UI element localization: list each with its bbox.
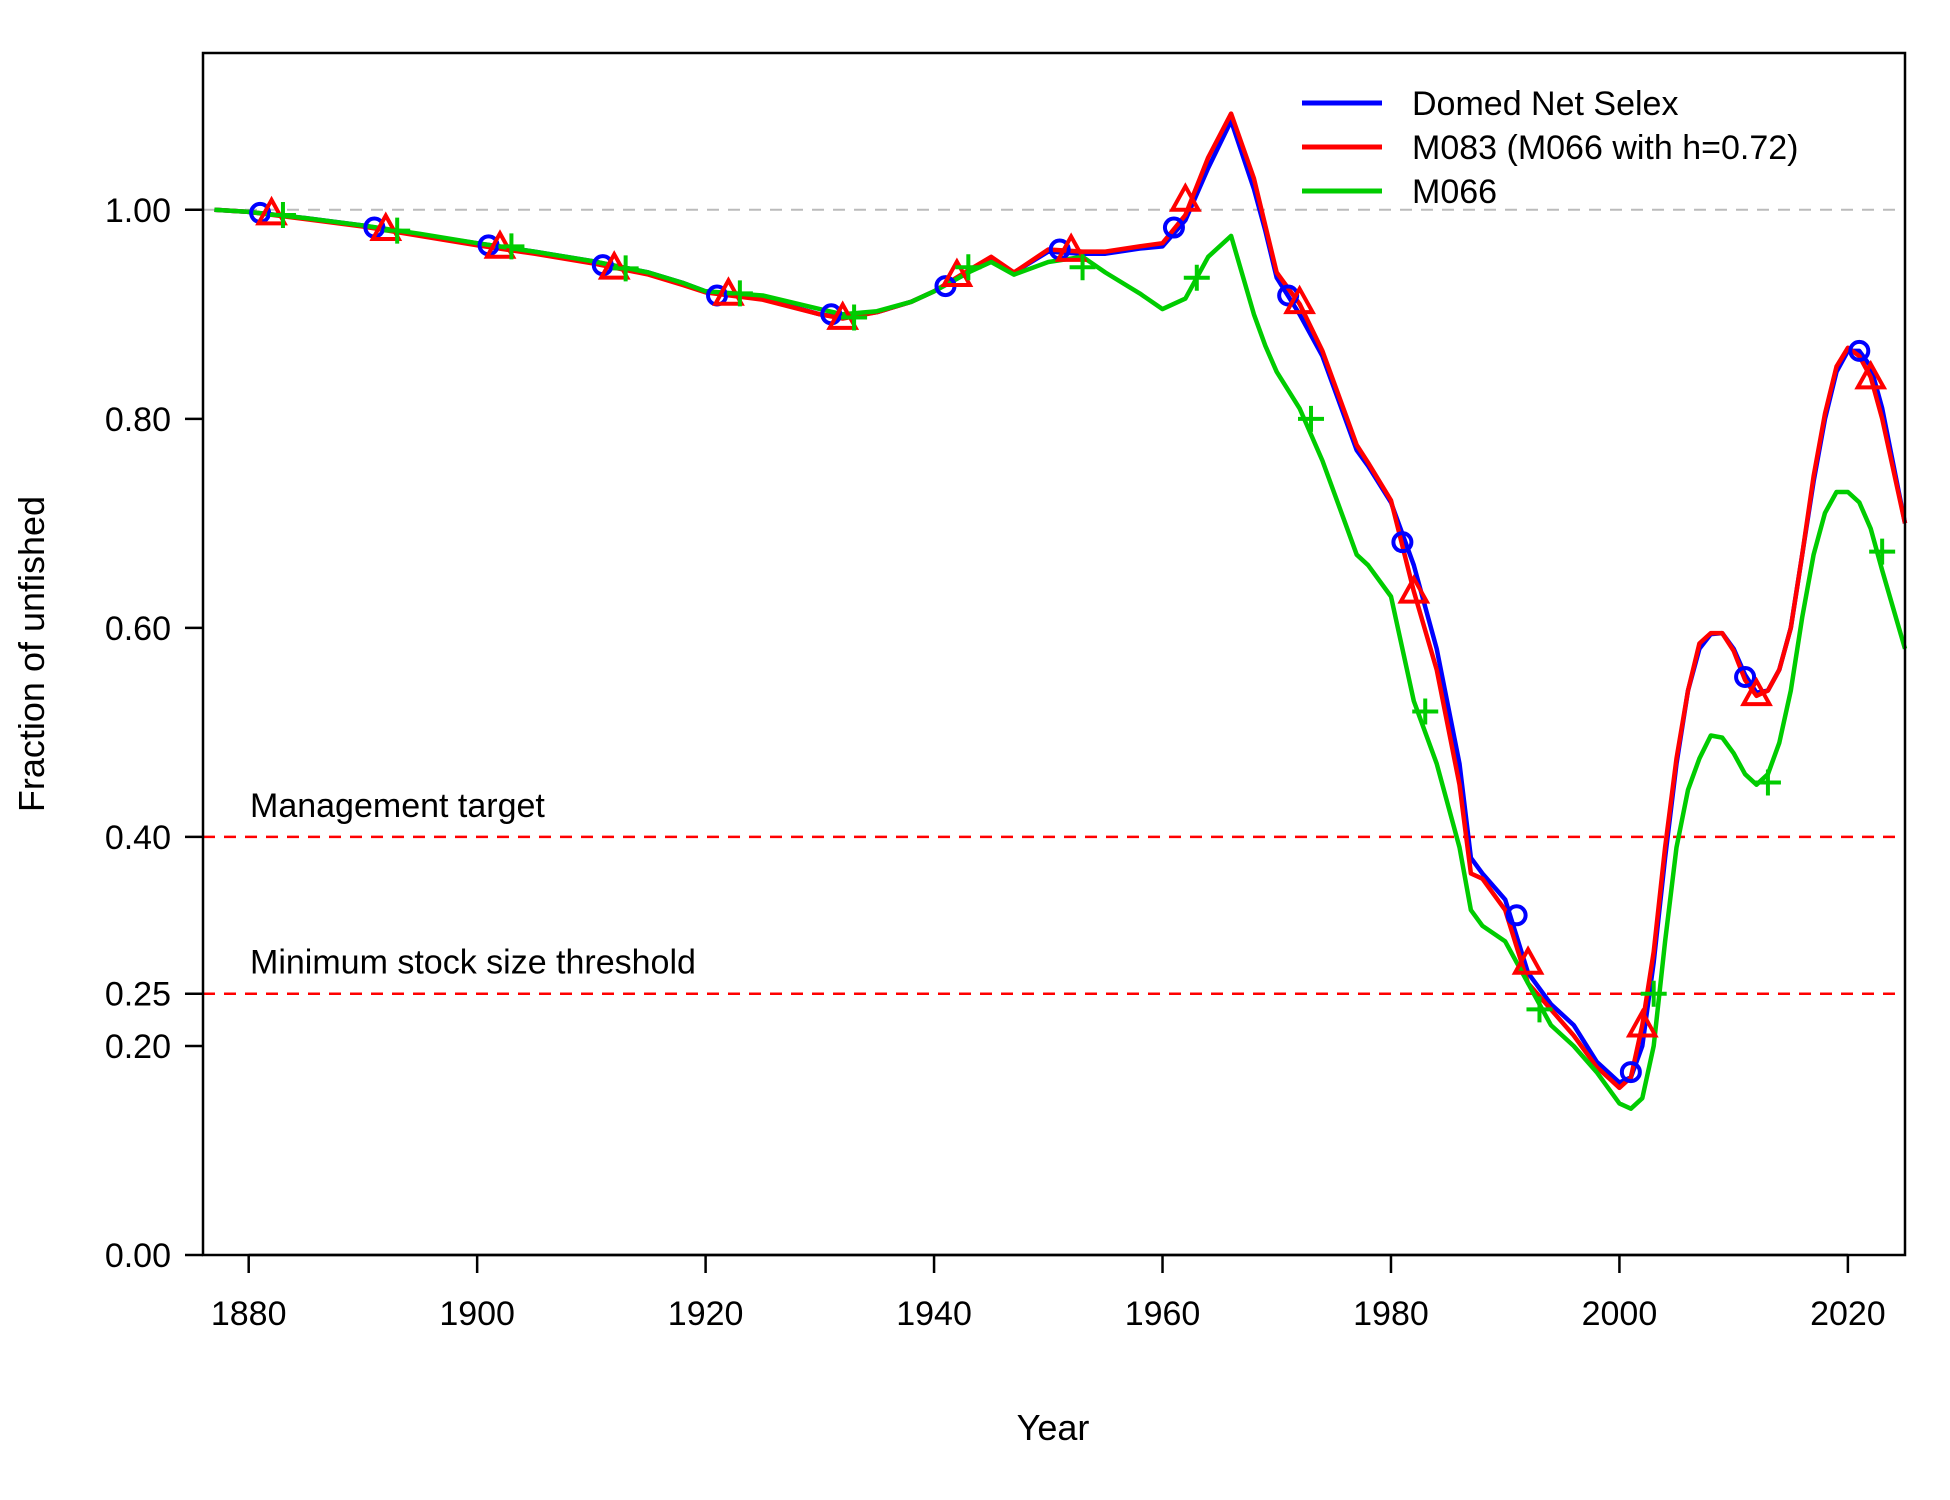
x-axis: 1880 1900 1920 1940 1960 1980 2000 2020 xyxy=(211,1253,1886,1333)
triangle-marker xyxy=(1054,232,1088,262)
y-tick-label: 0.40 xyxy=(105,819,171,857)
plus-marker xyxy=(269,202,296,229)
y-tick-label: 0.20 xyxy=(105,1028,171,1066)
x-tick-label: 2000 xyxy=(1582,1295,1658,1333)
x-tick-label: 1940 xyxy=(896,1295,972,1333)
legend-label: Domed Net Selex xyxy=(1412,85,1678,123)
x-tick-label: 1960 xyxy=(1125,1295,1201,1333)
reference-lines xyxy=(203,208,1905,995)
triangle-marker xyxy=(1854,359,1888,390)
triangle-marker xyxy=(1740,676,1773,707)
legend-label: M083 (M066 with h=0.72) xyxy=(1412,129,1798,167)
plus-marker xyxy=(726,280,753,307)
legend-label: M066 xyxy=(1412,173,1497,211)
triangle-marker xyxy=(255,195,288,226)
y-tick-label: 0.80 xyxy=(105,401,171,439)
x-tick-label: 1880 xyxy=(211,1295,287,1333)
x-tick-label: 1900 xyxy=(439,1295,515,1333)
triangle-marker xyxy=(597,250,631,280)
circle-marker xyxy=(1505,904,1528,927)
circle-marker xyxy=(1619,1061,1642,1084)
triangle-marker xyxy=(369,211,403,241)
x-tick-label: 1920 xyxy=(668,1295,744,1333)
y-tick-label: 1.00 xyxy=(105,192,171,230)
triangle-marker xyxy=(1397,574,1431,604)
plus-marker xyxy=(384,217,411,244)
triangle-marker xyxy=(1168,182,1202,212)
plus-marker xyxy=(955,254,982,281)
y-axis: 0.00 0.20 0.25 0.40 0.60 0.80 1.00 xyxy=(105,192,203,1275)
plus-marker xyxy=(1412,698,1439,725)
plus-marker xyxy=(612,255,639,282)
circle-marker xyxy=(1162,216,1185,239)
series-line xyxy=(214,111,1908,1091)
plus-marker xyxy=(1869,538,1896,565)
triangle-marker xyxy=(1625,1007,1659,1038)
series-markers xyxy=(249,182,1896,1084)
y-tick-label: 0.60 xyxy=(105,610,171,648)
plus-marker xyxy=(1298,405,1325,432)
reference-line-label: Management target xyxy=(250,787,545,825)
plus-marker xyxy=(1754,769,1781,796)
plus-marker xyxy=(1526,996,1553,1023)
circle-marker xyxy=(1734,665,1757,688)
triangle-marker xyxy=(1511,945,1545,975)
plus-marker xyxy=(1069,254,1096,281)
plus-marker xyxy=(1640,980,1667,1007)
legend: Domed Net Selex M083 (M066 with h=0.72) M0… xyxy=(1302,85,1798,211)
reference-line-label: Minimum stock size threshold xyxy=(250,944,696,982)
plus-marker xyxy=(1183,264,1210,291)
x-axis-title: Year xyxy=(1017,1407,1090,1448)
circle-marker xyxy=(1391,531,1414,554)
reference-line-labels: Management target Minimum stock size thre… xyxy=(250,787,696,982)
plus-marker xyxy=(841,304,868,331)
y-tick-label: 0.00 xyxy=(105,1237,171,1275)
y-tick-label: 0.25 xyxy=(105,976,171,1014)
plus-marker xyxy=(498,233,525,260)
triangle-marker xyxy=(1283,284,1316,315)
x-tick-label: 2020 xyxy=(1810,1295,1886,1333)
x-tick-label: 1980 xyxy=(1353,1295,1429,1333)
triangle-marker xyxy=(940,257,974,287)
y-axis-title: Fraction of unfished xyxy=(11,496,52,812)
circle-marker xyxy=(1848,339,1871,362)
